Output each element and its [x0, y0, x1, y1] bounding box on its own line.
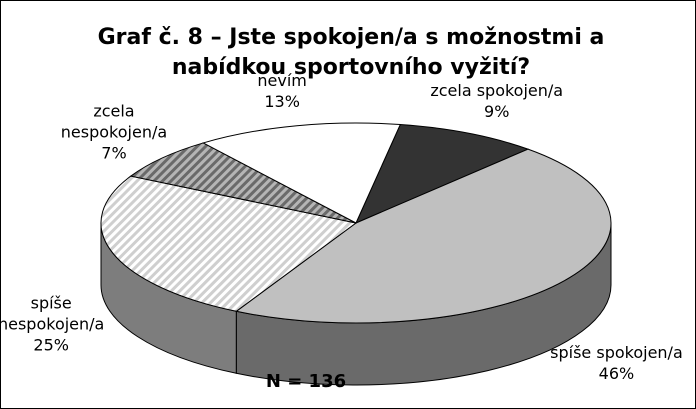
value-label: 25%	[33, 335, 69, 355]
chart-title: Graf č. 8 – Jste spokojen/a s možnostmi …	[97, 25, 605, 80]
annotation: N = 136	[265, 371, 347, 392]
value-label: 7%	[101, 143, 127, 163]
value-label: 9%	[484, 101, 510, 121]
value-label: 46%	[598, 363, 635, 383]
slice-label: spíše nespokojen/a 25%	[1, 293, 121, 356]
slice	[235, 148, 612, 324]
value-label: 13%	[264, 92, 300, 112]
slice	[201, 122, 402, 224]
slice-label: zcela spokojen/a 9%	[427, 80, 567, 122]
slice-label: nevím 13%	[212, 70, 352, 112]
slice-label: spíše spokojen/a 46%	[546, 342, 686, 384]
slice	[129, 142, 357, 224]
slice	[355, 123, 530, 224]
slice-label: zcela nespokojen/a 7%	[44, 100, 184, 163]
